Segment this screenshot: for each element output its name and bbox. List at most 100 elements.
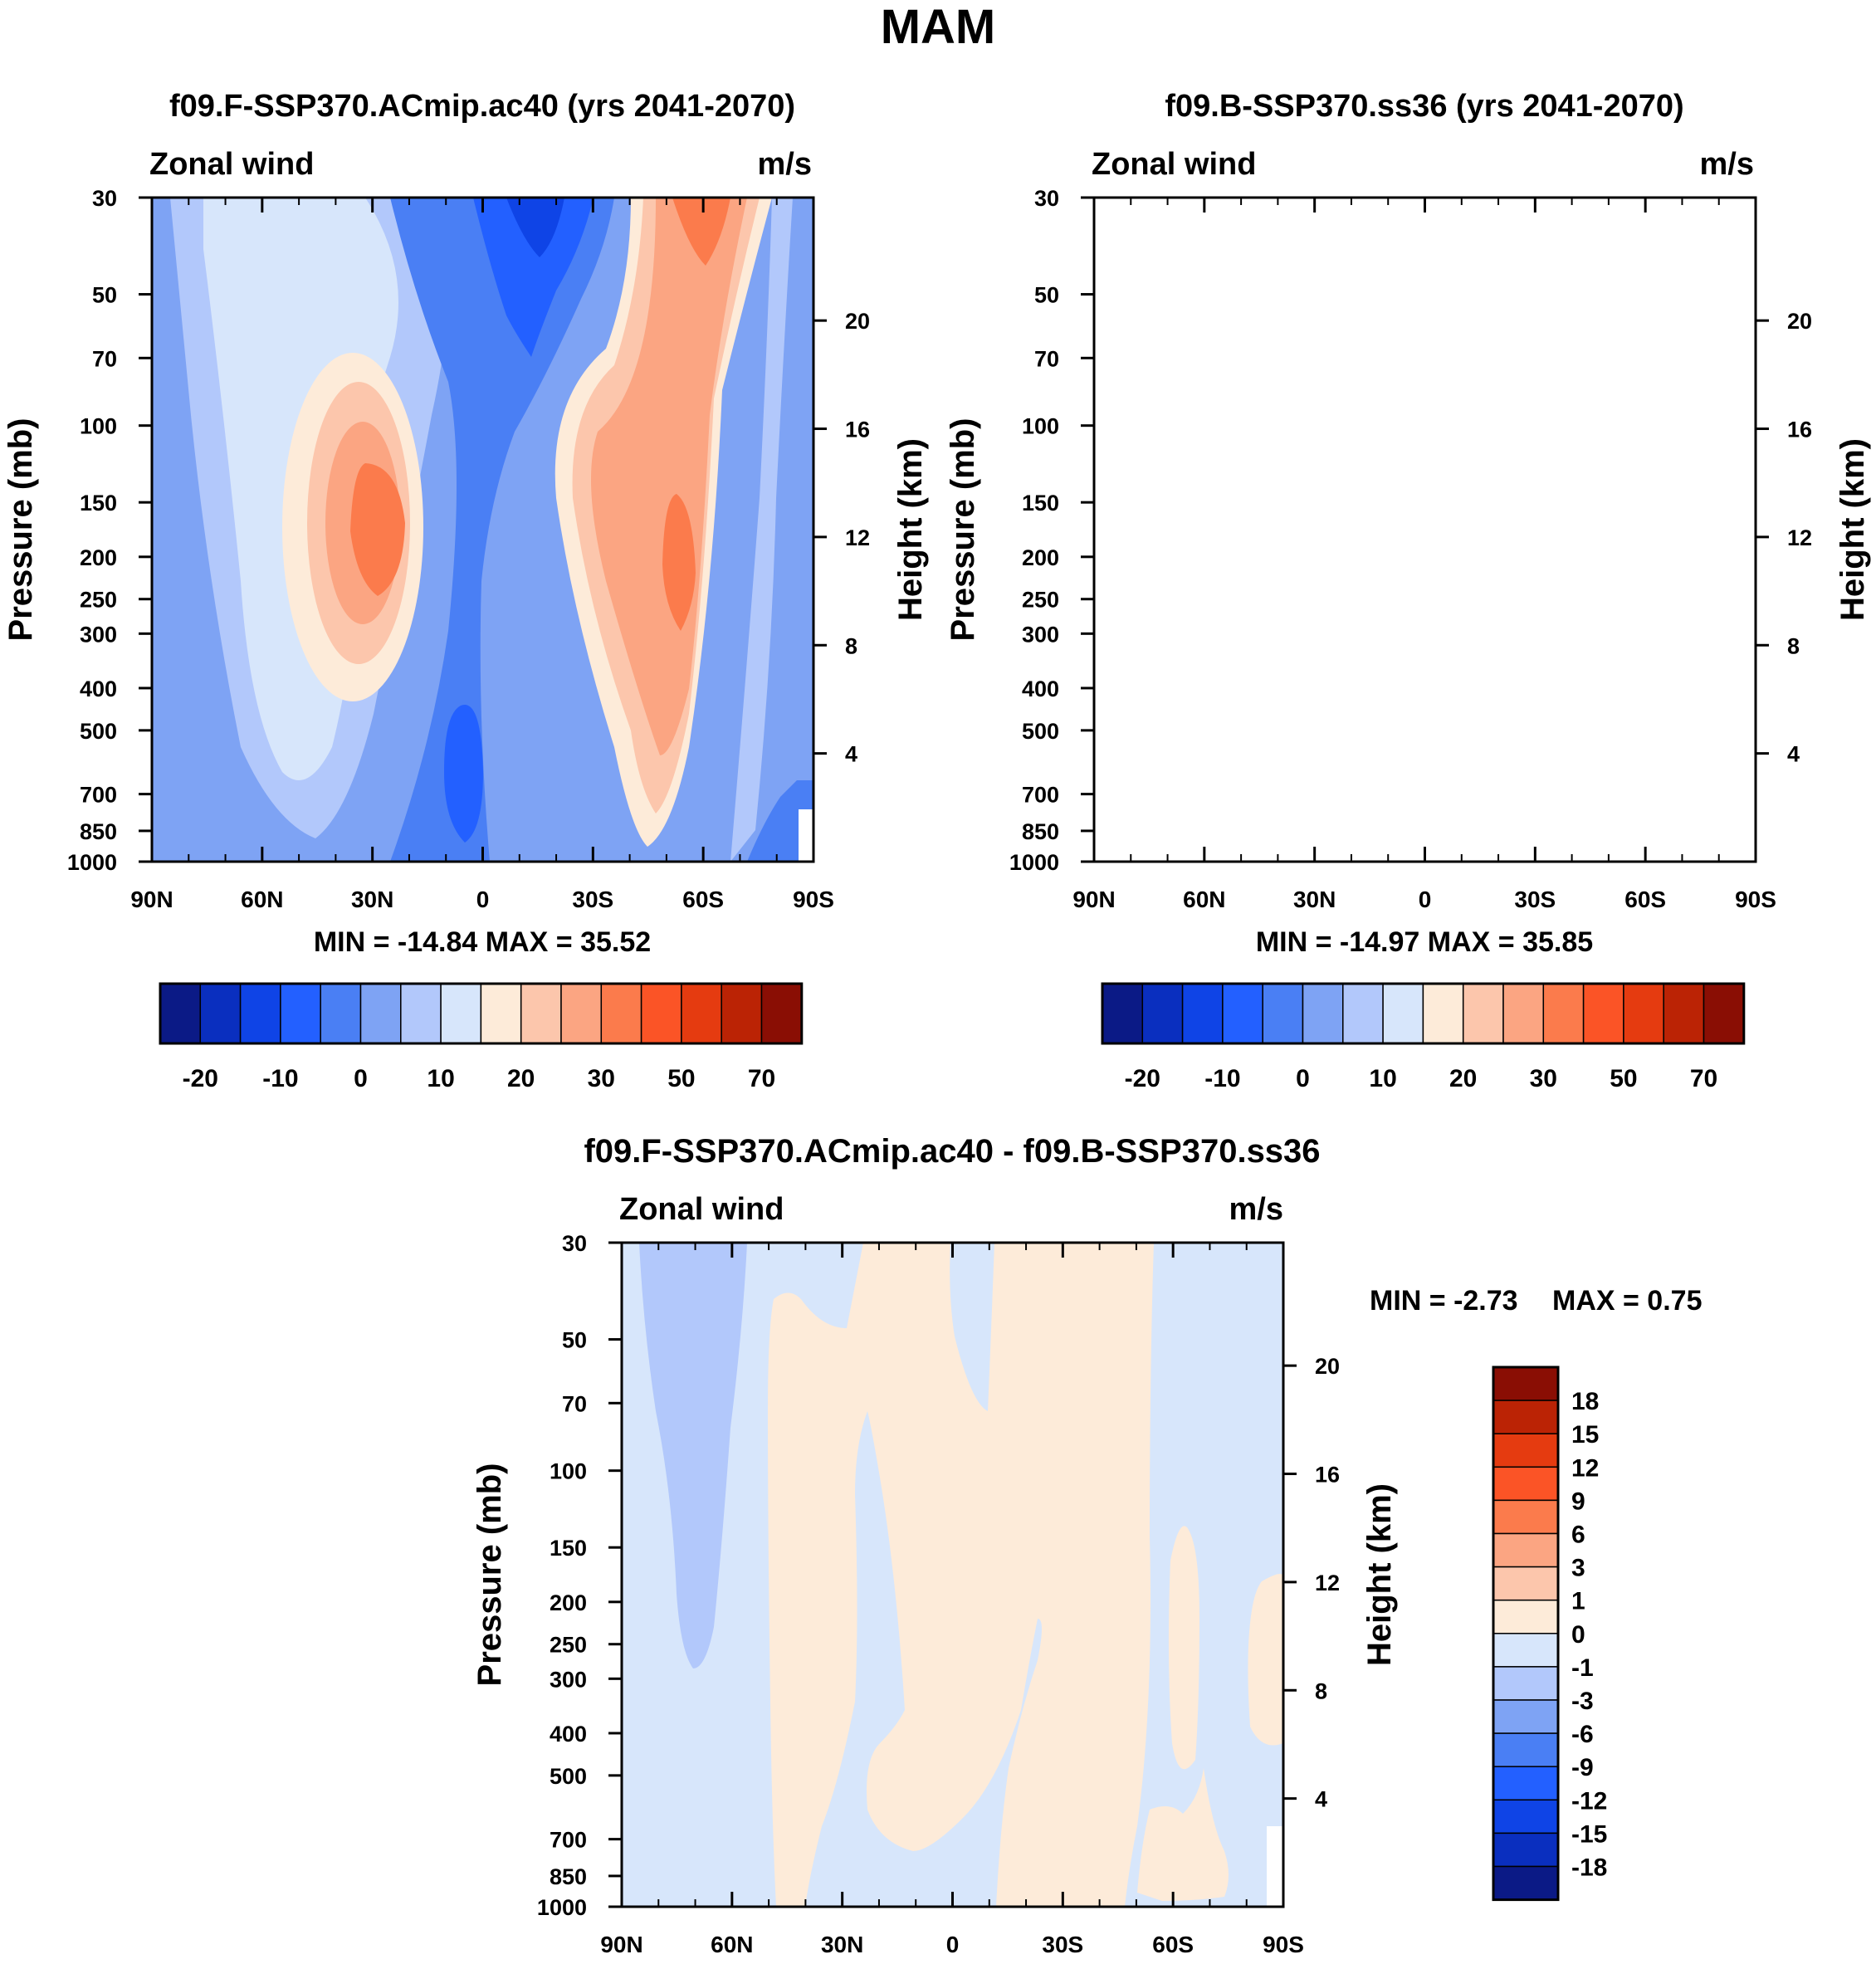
colorbar-box: [320, 983, 362, 1044]
colorbar-box: [560, 983, 603, 1044]
a-fill-core-strat: [473, 198, 594, 357]
b-fill-dark-trop: [1332, 198, 1556, 862]
b-fill-sh-polar: [1689, 780, 1756, 862]
y-right-tick-label: 20: [1787, 309, 1812, 334]
colorbar-box: [1492, 1666, 1559, 1701]
y-tick-label: 50: [92, 283, 117, 308]
x-tick-label: 60N: [711, 1932, 753, 1957]
colorbar-label: 70: [748, 1065, 775, 1092]
b-fill-base: [1094, 198, 1756, 862]
y-tick-label: 1000: [1009, 850, 1059, 875]
y-right-tick-label: 8: [1787, 633, 1800, 658]
panel-c-yr-ticks: 20 16 12 8 4: [1283, 1354, 1340, 1812]
a-fill-missing: [799, 809, 813, 862]
b-fill-sh-jet-1: [1497, 198, 1714, 847]
a-fill-sh-jet-3: [591, 198, 747, 755]
a-fill-nh-jet-core: [350, 463, 405, 596]
colorbar-frame: [159, 982, 804, 1045]
colorbar-box: [1703, 983, 1745, 1044]
colorbar-box: [1262, 983, 1304, 1044]
y-tick-label: 400: [80, 677, 117, 701]
colorbar-label: 20: [507, 1065, 535, 1092]
c-fill-pos-1: [768, 1243, 1154, 1907]
x-tick-label: 30S: [1514, 887, 1556, 912]
y-right-tick-label: 8: [1315, 1678, 1327, 1703]
c-fill-neg-west: [639, 1243, 747, 1668]
c-fill-missing: [1267, 1826, 1283, 1907]
panel-a-ylabel: Pressure (mb): [2, 418, 39, 642]
y-right-tick-label: 20: [845, 309, 870, 334]
y-tick-label: 700: [1022, 783, 1059, 808]
panel-a-contours: [152, 198, 813, 862]
colorbar-label: 20: [1449, 1065, 1477, 1092]
colorbar-box: [1462, 983, 1504, 1044]
colorbar-box: [239, 983, 281, 1044]
panel-b-contours: [1094, 198, 1756, 862]
b-fill-nh-jet-1: [1224, 353, 1365, 701]
panel-c: f09.F-SSP370.ACmip.ac40 - f09.B-SSP370.s…: [471, 1133, 1702, 1957]
y-tick-label: 100: [550, 1459, 587, 1484]
colorbar-label: 18: [1571, 1388, 1599, 1415]
colorbar-box: [1492, 1633, 1559, 1668]
c-fill-pos-4: [1168, 1526, 1199, 1770]
panel-a-title: f09.F-SSP370.ACmip.ac40 (yrs 2041-2070): [169, 89, 795, 124]
colorbar-label: 10: [1369, 1065, 1396, 1092]
panel-a-left-label: Zonal wind: [149, 147, 314, 182]
panel-c-left-label: Zonal wind: [619, 1192, 784, 1227]
colorbar-box: [1492, 1400, 1559, 1434]
colorbar-box: [1582, 983, 1624, 1044]
colorbar-label: 30: [1530, 1065, 1557, 1092]
b-fill-core-strat: [1415, 198, 1536, 357]
y-right-tick-label: 4: [845, 742, 857, 767]
a-fill-dark-trop: [390, 198, 614, 862]
x-tick-label: 90S: [1263, 1932, 1304, 1957]
panel-a-ylabel-right: Height (km): [892, 438, 929, 621]
y-tick-label: 850: [550, 1864, 587, 1889]
y-tick-label: 30: [92, 186, 117, 211]
colorbar-label: 1: [1571, 1588, 1585, 1615]
colorbar-frame: [1101, 982, 1746, 1045]
colorbar-box: [1492, 1732, 1559, 1767]
x-tick-label: 0: [1419, 887, 1432, 912]
y-tick-label: 70: [92, 346, 117, 371]
b-fill-sh-jet-4: [1615, 198, 1673, 266]
colorbar-box: [1492, 1499, 1559, 1535]
y-right-tick-label: 12: [1787, 525, 1812, 550]
colorbar-label: 3: [1571, 1555, 1585, 1582]
panel-a-colorbar: -20 -10 0 10 20 30 50 70: [159, 982, 804, 1092]
y-right-tick-label: 16: [1787, 418, 1812, 442]
panel-b: f09.B-SSP370.ss36 (yrs 2041-2070) Zonal …: [945, 89, 1871, 1092]
colorbar-label: 50: [667, 1065, 695, 1092]
panel-a: f09.F-SSP370.ACmip.ac40 (yrs 2041-2070) …: [2, 89, 929, 1092]
c-fill-pos-2: [847, 1243, 863, 1328]
panel-c-ylabel-right: Height (km): [1361, 1483, 1398, 1666]
colorbar-label: -20: [1125, 1065, 1160, 1092]
panel-c-title: f09.F-SSP370.ACmip.ac40 - f09.B-SSP370.s…: [584, 1133, 1320, 1170]
b-fill-sh-jet-3: [1533, 198, 1689, 755]
colorbar-box: [600, 983, 642, 1044]
x-tick-label: 90S: [793, 887, 834, 912]
x-tick-label: 90S: [1735, 887, 1776, 912]
colorbar-label: -9: [1571, 1754, 1594, 1781]
y-tick-label: 1000: [537, 1895, 587, 1920]
panel-c-max: MAX = 0.75: [1552, 1285, 1702, 1317]
colorbar-box: [1342, 983, 1384, 1044]
panel-b-yr-ticks: 20 16 12 8 4: [1756, 309, 1812, 767]
panel-b-min: MIN = -14.97: [1256, 926, 1419, 958]
panel-b-y-ticks: 30 50 70 100 150 200 250 300 400 500 700 850 1000: [1009, 186, 1094, 875]
colorbar-label: 15: [1571, 1421, 1599, 1449]
a-fill-sh-jet-4: [672, 198, 730, 266]
colorbar-label: 10: [427, 1065, 454, 1092]
colorbar-box: [1492, 1566, 1559, 1601]
panel-c-min: MIN = -2.73: [1370, 1285, 1518, 1317]
panel-b-x-ticks: 90N 60N 30N 0 30S 60S 90S: [1072, 198, 1776, 912]
colorbar-label: -15: [1571, 1820, 1607, 1848]
y-tick-label: 70: [562, 1391, 587, 1416]
colorbar-box: [1542, 983, 1585, 1044]
y-tick-label: 250: [550, 1633, 587, 1658]
y-tick-label: 500: [1022, 719, 1059, 744]
colorbar-box: [1492, 1699, 1559, 1734]
colorbar-frame: [1492, 1366, 1560, 1902]
y-tick-label: 150: [1022, 491, 1059, 515]
panel-b-right-label: m/s: [1700, 147, 1754, 182]
